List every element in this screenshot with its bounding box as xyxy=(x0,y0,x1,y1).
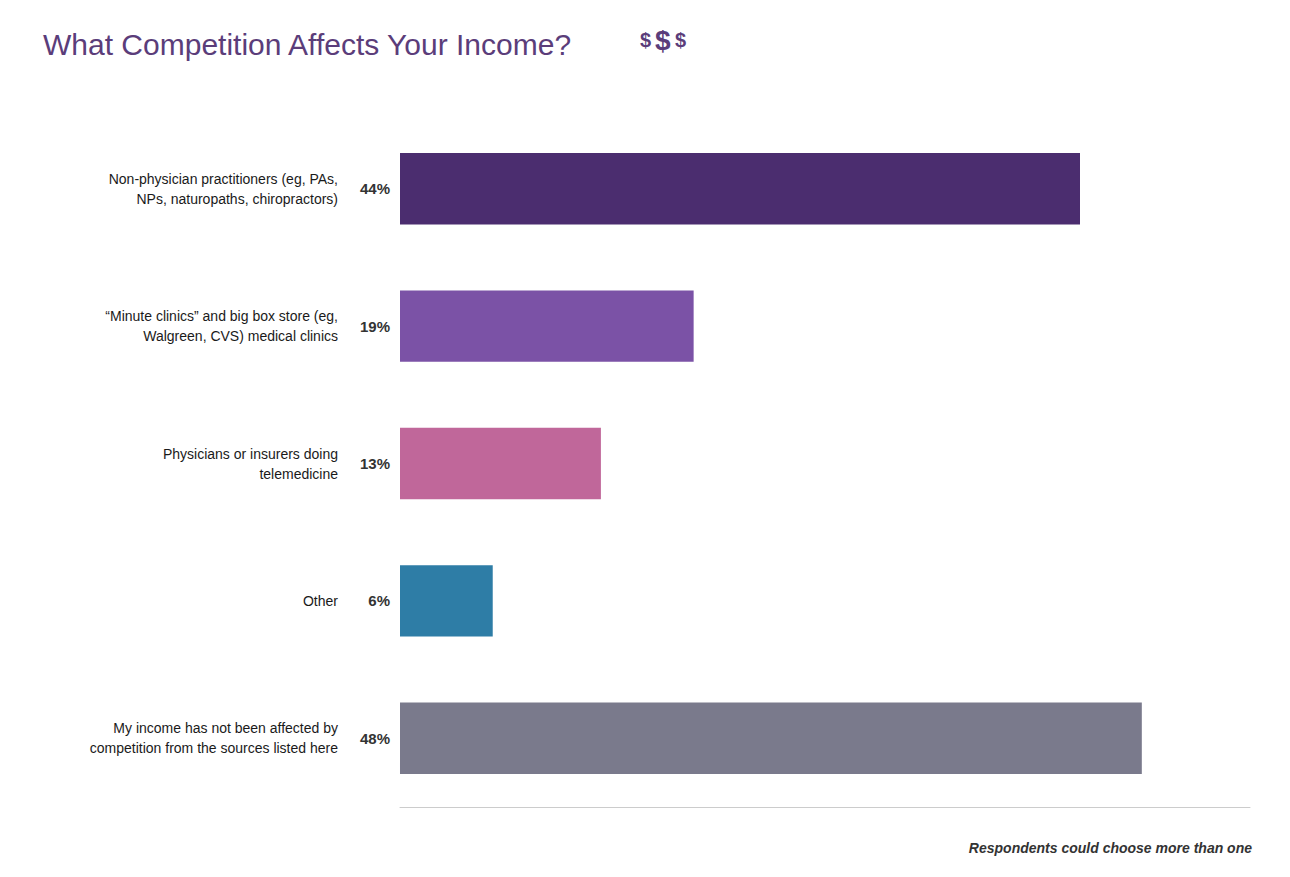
svg-text:“Minute clinics” and big box s: “Minute clinics” and big box store (eg, xyxy=(105,308,338,324)
svg-text:Physicians or insurers doing: Physicians or insurers doing xyxy=(163,446,338,462)
svg-text:competition from the sources l: competition from the sources listed here xyxy=(90,740,338,756)
svg-text:Respondents could choose more: Respondents could choose more than one xyxy=(969,840,1252,856)
svg-text:Walgreen, CVS) medical clinics: Walgreen, CVS) medical clinics xyxy=(143,328,338,344)
svg-text:48%: 48% xyxy=(360,730,390,747)
svg-text:44%: 44% xyxy=(360,180,390,197)
svg-text:Non-physician practitioners (e: Non-physician practitioners (eg, PAs, xyxy=(109,171,338,187)
svg-text:19%: 19% xyxy=(360,318,390,335)
svg-text:telemedicine: telemedicine xyxy=(259,466,338,482)
svg-text:13%: 13% xyxy=(360,455,390,472)
svg-text:NPs, naturopaths, chiropractor: NPs, naturopaths, chiropractors) xyxy=(136,191,338,207)
svg-text:$: $ xyxy=(640,29,651,51)
svg-text:Other: Other xyxy=(303,593,338,609)
svg-text:$: $ xyxy=(675,29,686,51)
svg-text:My income has not been affecte: My income has not been affected by xyxy=(113,720,338,736)
svg-text:$: $ xyxy=(655,25,671,56)
svg-text:What Competition Affects Your: What Competition Affects Your Income? xyxy=(43,28,571,61)
svg-text:6%: 6% xyxy=(368,592,390,609)
